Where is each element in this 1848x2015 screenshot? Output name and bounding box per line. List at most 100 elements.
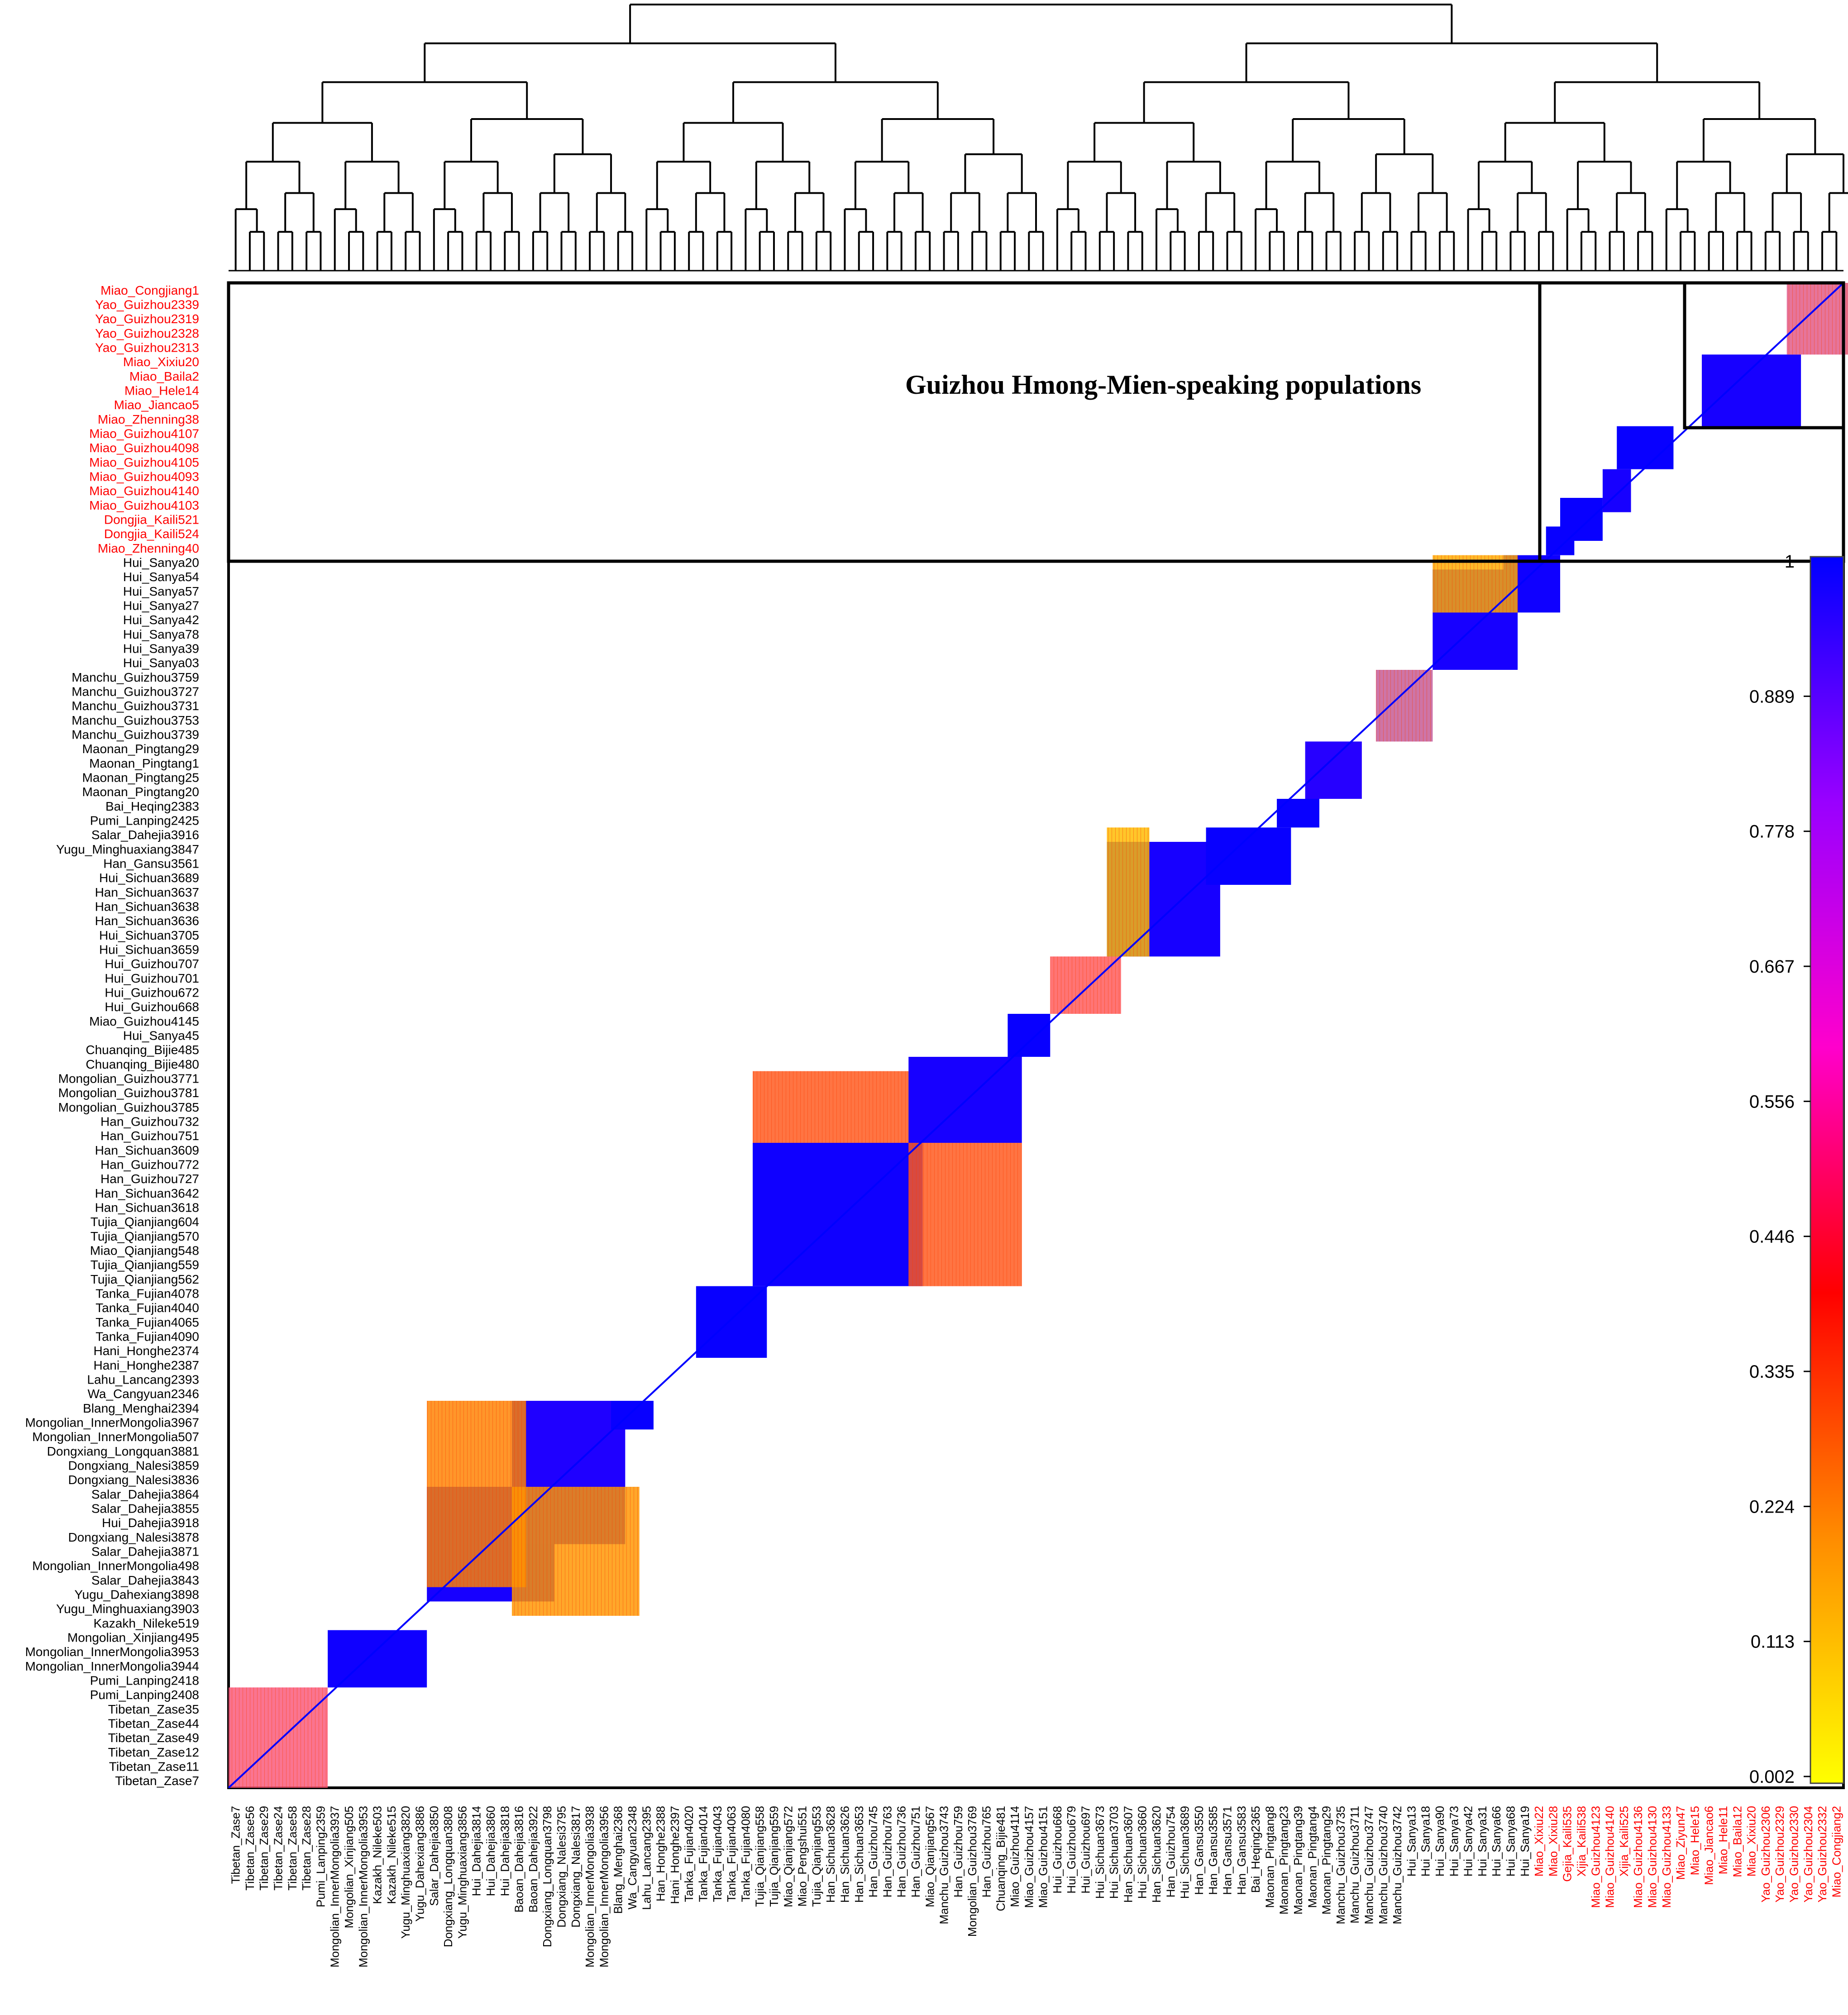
column-label: Manchu_Guizhou3742 bbox=[1390, 1806, 1404, 1924]
row-label: Miao_Guizhou4098 bbox=[89, 441, 199, 455]
column-label: Manchu_Guizhou3740 bbox=[1376, 1806, 1390, 1924]
row-label: Maonan_Pingtang25 bbox=[82, 771, 199, 785]
row-label: Tibetan_Zase12 bbox=[108, 1745, 199, 1759]
row-label: Han_Sichuan3637 bbox=[95, 885, 199, 899]
highlight-box-inner bbox=[1683, 281, 1845, 430]
row-label: Miao_Xixiu20 bbox=[123, 355, 199, 369]
column-label: Hui_Sichuan3660 bbox=[1136, 1806, 1149, 1899]
column-label: Hui_Sichuan3673 bbox=[1093, 1806, 1107, 1899]
column-label: Wa_Cangyuan2348 bbox=[626, 1806, 639, 1910]
column-label: Tibetan_Zase7 bbox=[229, 1806, 243, 1884]
row-label: Tibetan_Zase11 bbox=[109, 1760, 199, 1774]
column-label: Tibetan_Zase24 bbox=[272, 1806, 285, 1891]
row-label: Dongjia_Kaili524 bbox=[104, 527, 199, 541]
row-label: Hui_Sanya20 bbox=[123, 556, 199, 570]
column-label: Miao_Guizhou4136 bbox=[1631, 1806, 1645, 1908]
column-label: Miao_Guizhou4151 bbox=[1036, 1806, 1050, 1908]
column-label: Tujia_Qianjiang553 bbox=[810, 1806, 823, 1907]
heatmap-block-texture bbox=[427, 1401, 526, 1587]
row-label: Mongolian_InnerMongolia3944 bbox=[25, 1659, 199, 1673]
row-labels: Miao_Congjiang1Yao_Guizhou2339Yao_Guizho… bbox=[25, 283, 199, 1788]
column-label: Hui_Sanya66 bbox=[1490, 1806, 1503, 1877]
column-label: Hui_Sanya68 bbox=[1504, 1806, 1517, 1877]
column-label: Miao_Guizhou4130 bbox=[1645, 1806, 1659, 1908]
heatmap-block bbox=[1305, 741, 1362, 799]
column-label: Mongolian_Guizhou3769 bbox=[965, 1806, 979, 1937]
heatmap-cells bbox=[229, 283, 1848, 1788]
row-label: Han_Sichuan3609 bbox=[95, 1143, 199, 1157]
dendrogram bbox=[229, 4, 1848, 272]
column-label: Han_Sichuan3620 bbox=[1150, 1806, 1163, 1903]
diagonal bbox=[228, 282, 1844, 1789]
row-label: Han_Guizhou727 bbox=[100, 1172, 199, 1186]
row-label: Miao_Hele14 bbox=[124, 384, 199, 398]
column-label: Manchu_Guizhou3711 bbox=[1348, 1806, 1361, 1924]
row-label: Hui_Sanya42 bbox=[123, 613, 199, 627]
column-label: Tujia_Qianjiang558 bbox=[753, 1806, 767, 1907]
column-label: Manchu_Guizhou3743 bbox=[937, 1806, 951, 1924]
row-label: Maonan_Pingtang29 bbox=[82, 742, 199, 756]
column-label: Hani_Honghe2397 bbox=[668, 1806, 682, 1904]
column-label: Tanka_Fujian4014 bbox=[696, 1806, 710, 1902]
row-label: Hui_Guizhou668 bbox=[105, 1000, 199, 1014]
column-label: Han_Honghe2388 bbox=[654, 1806, 668, 1901]
heatmap-block-texture bbox=[229, 1687, 328, 1788]
row-label: Miao_Guizhou4093 bbox=[89, 470, 199, 484]
row-label: Hui_Sanya45 bbox=[123, 1029, 199, 1043]
column-label: Hui_Sichuan3689 bbox=[1178, 1806, 1192, 1899]
heatmap-block bbox=[1008, 1014, 1051, 1057]
row-label: Tujia_Qianjiang562 bbox=[91, 1272, 199, 1286]
row-label: Han_Sichuan3636 bbox=[95, 914, 199, 928]
row-label: Salar_Dahejia3864 bbox=[91, 1487, 199, 1501]
colorbar-tick-label: 0.667 bbox=[1749, 957, 1795, 977]
column-label: Yao_Guizhou2329 bbox=[1773, 1806, 1786, 1902]
row-label: Tibetan_Zase35 bbox=[108, 1702, 199, 1716]
row-label: Hani_Honghe2387 bbox=[93, 1358, 199, 1372]
colorbar-tick-label: 0.002 bbox=[1749, 1767, 1795, 1787]
column-label: Hui_Sanya90 bbox=[1433, 1806, 1447, 1877]
column-label: Tanka_Fujian4063 bbox=[725, 1806, 738, 1902]
row-label: Mongolian_Xinjiang495 bbox=[67, 1631, 199, 1645]
heatmap-block-texture bbox=[1786, 283, 1848, 355]
column-label: Han_Guizhou751 bbox=[909, 1806, 922, 1897]
column-label: Han_Gansu3585 bbox=[1206, 1806, 1220, 1895]
row-label: Manchu_Guizhou3739 bbox=[72, 728, 199, 742]
column-label: Mongolian_InnerMongolia3937 bbox=[328, 1806, 342, 1967]
row-label: Maonan_Pingtang1 bbox=[89, 756, 199, 770]
row-label: Tanka_Fujian4065 bbox=[96, 1315, 199, 1329]
row-label: Salar_Dahejia3843 bbox=[91, 1573, 199, 1587]
heatmap-block-texture bbox=[1433, 555, 1518, 613]
heatmap-block bbox=[1617, 426, 1674, 469]
row-label: Miao_Jiancao5 bbox=[114, 398, 199, 412]
row-label: Manchu_Guizhou3727 bbox=[72, 685, 199, 699]
column-label: Tujia_Qianjiang559 bbox=[767, 1806, 781, 1907]
column-label: Han_Gansu3550 bbox=[1192, 1806, 1206, 1895]
row-label: Han_Sichuan3638 bbox=[95, 900, 199, 914]
column-label: Maonan_Pingtang23 bbox=[1277, 1806, 1291, 1915]
column-label: Dongxiang_Nalesi3817 bbox=[569, 1806, 583, 1928]
column-label: Manchu_Guizhou3735 bbox=[1334, 1806, 1347, 1924]
heatmap-block bbox=[1702, 354, 1801, 426]
column-label: Hui_Sanya19 bbox=[1518, 1806, 1532, 1877]
row-label: Manchu_Guizhou3753 bbox=[72, 713, 199, 727]
column-label: Miao_Hele11 bbox=[1716, 1806, 1730, 1874]
row-label: Hui_Sanya03 bbox=[123, 656, 199, 670]
column-label: Miao_Hele15 bbox=[1688, 1806, 1701, 1875]
row-label: Hani_Honghe2374 bbox=[93, 1344, 199, 1358]
column-label: Han_Gansu3583 bbox=[1235, 1806, 1248, 1895]
column-label: Hui_Sanya31 bbox=[1476, 1806, 1489, 1877]
row-label: Miao_Guizhou4140 bbox=[89, 484, 199, 498]
row-label: Dongxiang_Nalesi3859 bbox=[68, 1459, 199, 1473]
row-label: Dongxiang_Nalesi3878 bbox=[68, 1530, 199, 1544]
row-label: Hui_Sanya54 bbox=[123, 570, 199, 584]
column-label: Miao_Congjiang2 bbox=[1829, 1806, 1843, 1897]
row-label: Hui_Sichuan3705 bbox=[99, 928, 199, 942]
row-label: Hui_Sanya78 bbox=[123, 627, 199, 641]
column-label: Xijia_Kaili538 bbox=[1575, 1806, 1588, 1877]
row-label: Blang_Menghai2394 bbox=[83, 1401, 199, 1415]
row-label: Mongolian_InnerMongolia507 bbox=[32, 1430, 199, 1444]
row-label: Hui_Sanya27 bbox=[123, 599, 199, 613]
heatmap-block bbox=[1560, 498, 1603, 541]
column-label: Salar_Dahejia3850 bbox=[427, 1806, 441, 1906]
